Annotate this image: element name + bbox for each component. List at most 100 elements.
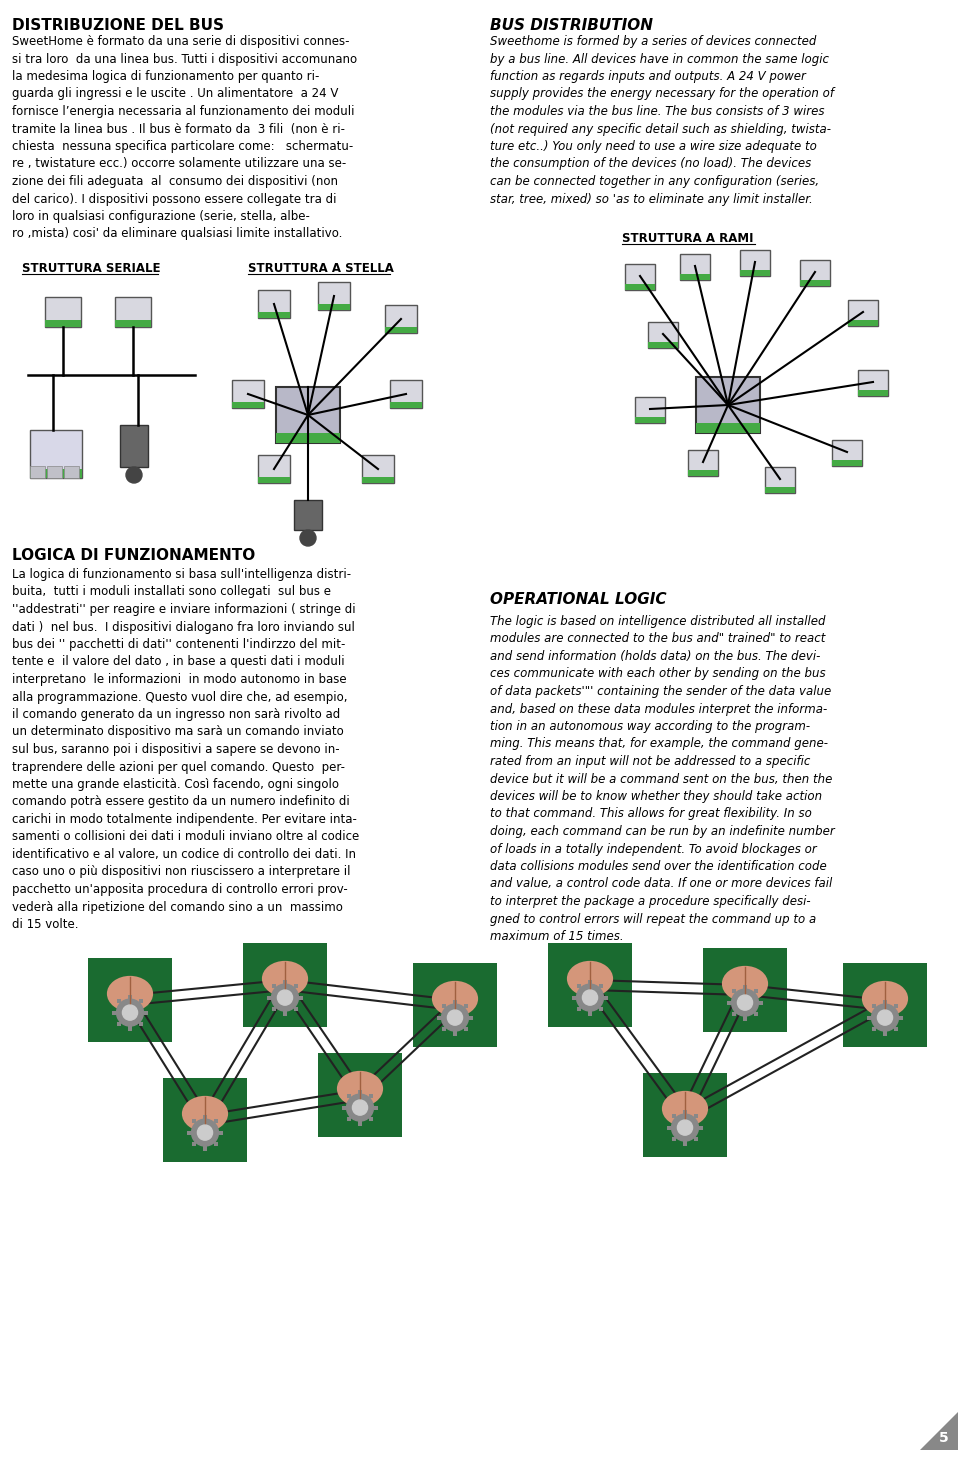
Bar — [116, 1021, 121, 1026]
Bar — [800, 259, 830, 286]
Bar — [139, 1000, 143, 1004]
Bar — [144, 1011, 148, 1014]
Bar — [732, 1011, 735, 1016]
Bar — [883, 1032, 887, 1036]
Bar — [370, 1116, 373, 1120]
Bar — [47, 466, 62, 478]
Bar — [765, 468, 795, 492]
Text: STRUTTURA SERIALE: STRUTTURA SERIALE — [22, 262, 160, 275]
Circle shape — [732, 989, 758, 1016]
Circle shape — [352, 1100, 368, 1115]
Bar — [588, 979, 592, 983]
Ellipse shape — [262, 960, 308, 997]
Ellipse shape — [432, 981, 478, 1017]
Bar — [64, 466, 79, 478]
Bar — [258, 312, 290, 318]
Ellipse shape — [107, 976, 153, 1011]
Bar — [672, 1136, 676, 1141]
Bar — [696, 377, 760, 433]
Bar — [635, 396, 665, 423]
Bar — [683, 1141, 687, 1145]
Bar — [318, 283, 350, 310]
Circle shape — [116, 1000, 143, 1026]
Bar — [635, 417, 665, 423]
Bar — [667, 1125, 671, 1129]
Circle shape — [672, 1115, 699, 1141]
Circle shape — [277, 991, 293, 1005]
Bar — [894, 1027, 899, 1032]
Bar — [572, 995, 576, 1000]
Bar — [115, 321, 151, 326]
Bar — [243, 943, 327, 1027]
Bar — [648, 322, 678, 348]
Bar — [276, 433, 340, 443]
Bar — [465, 1027, 468, 1032]
Bar — [643, 1072, 727, 1157]
Bar — [115, 297, 151, 326]
Bar — [453, 1032, 457, 1036]
Bar — [390, 380, 422, 408]
Bar — [120, 425, 148, 468]
Bar — [88, 959, 172, 1042]
Bar — [30, 430, 82, 478]
Bar — [743, 985, 747, 989]
Bar — [358, 1122, 362, 1126]
Bar — [899, 1016, 903, 1020]
Bar — [872, 1027, 876, 1032]
Bar — [112, 1011, 116, 1014]
Bar — [128, 995, 132, 998]
Text: DISTRIBUZIONE DEL BUS: DISTRIBUZIONE DEL BUS — [12, 17, 224, 34]
Circle shape — [347, 1094, 373, 1120]
Circle shape — [877, 1010, 893, 1026]
Bar — [848, 300, 878, 326]
Bar — [465, 1004, 468, 1008]
Text: OPERATIONAL LOGIC: OPERATIONAL LOGIC — [490, 592, 666, 608]
Bar — [192, 1119, 196, 1123]
Text: La logica di funzionamento si basa sull'intelligenza distri-
buita,  tutti i mod: La logica di funzionamento si basa sull'… — [12, 568, 359, 931]
Bar — [599, 985, 604, 988]
Bar — [883, 1000, 887, 1004]
Bar — [318, 1053, 402, 1136]
Bar — [373, 1106, 378, 1110]
Bar — [258, 476, 290, 484]
Bar — [832, 440, 862, 466]
Ellipse shape — [181, 1096, 228, 1132]
Bar — [688, 450, 718, 476]
Ellipse shape — [337, 1071, 383, 1106]
Bar — [272, 1007, 276, 1011]
Bar — [599, 1007, 604, 1011]
Text: BUS DISTRIBUTION: BUS DISTRIBUTION — [490, 17, 653, 34]
Bar — [362, 476, 394, 484]
Bar — [30, 466, 45, 478]
Text: SweetHome è formato da una serie di dispositivi connes-
si tra loro  da una line: SweetHome è formato da una serie di disp… — [12, 35, 357, 240]
Bar — [577, 1007, 581, 1011]
Circle shape — [442, 1004, 468, 1032]
Bar — [843, 963, 927, 1048]
Bar — [755, 1011, 758, 1016]
Bar — [872, 1004, 876, 1008]
Circle shape — [300, 530, 316, 546]
Bar — [30, 469, 82, 478]
Bar — [276, 388, 340, 443]
Bar — [385, 305, 417, 334]
Bar — [688, 471, 718, 476]
Text: 5: 5 — [939, 1431, 948, 1445]
Circle shape — [198, 1125, 212, 1141]
Circle shape — [272, 983, 299, 1011]
Bar — [755, 989, 758, 994]
Bar — [732, 989, 735, 994]
Bar — [347, 1116, 350, 1120]
Bar — [604, 995, 608, 1000]
Bar — [437, 1016, 442, 1020]
Bar — [800, 280, 830, 286]
Text: STRUTTURA A RAMI: STRUTTURA A RAMI — [622, 232, 754, 245]
Bar — [699, 1125, 703, 1129]
Text: The logic is based on intelligence distributed all installed
modules are connect: The logic is based on intelligence distr… — [490, 615, 835, 943]
Bar — [858, 390, 888, 396]
Bar — [453, 1000, 457, 1004]
Bar — [648, 342, 678, 348]
Bar — [468, 1016, 473, 1020]
Bar — [45, 297, 81, 326]
Bar — [294, 985, 299, 988]
Text: Sweethome is formed by a series of devices connected
by a bus line. All devices : Sweethome is formed by a series of devic… — [490, 35, 834, 205]
